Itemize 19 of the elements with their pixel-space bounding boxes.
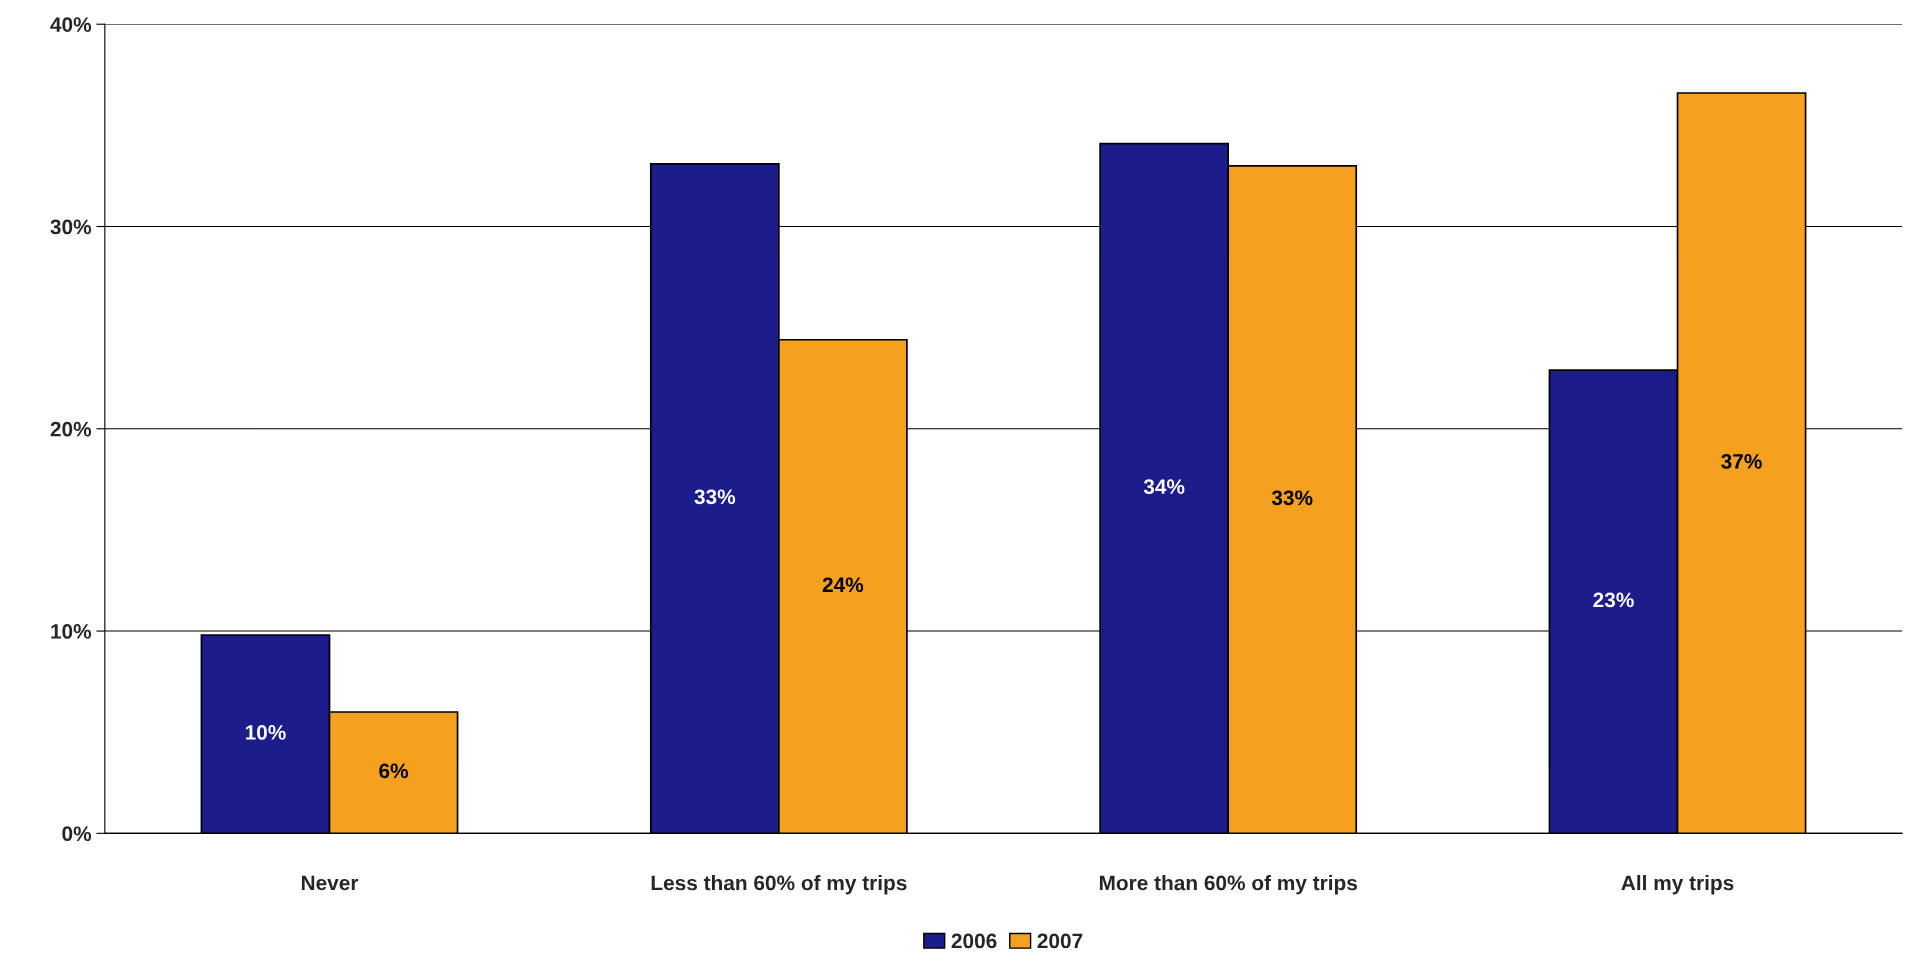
legend-label: 2006 bbox=[951, 933, 997, 949]
data-label: 6% bbox=[379, 763, 409, 779]
data-label: 23% bbox=[1593, 592, 1634, 608]
data-label: 24% bbox=[822, 577, 864, 593]
data-label: 37% bbox=[1721, 454, 1762, 469]
data-label: 33% bbox=[694, 489, 736, 505]
x-tick-label: Less than 60% of my trips bbox=[651, 875, 907, 895]
data-label: 33% bbox=[1271, 490, 1313, 506]
y-tick-label: 10% bbox=[51, 624, 92, 639]
y-tick-label: 20% bbox=[50, 421, 92, 437]
data-label: 34% bbox=[1143, 479, 1185, 495]
x-tick-label: All my trips bbox=[1621, 875, 1734, 895]
y-tick-label: 0% bbox=[62, 826, 92, 842]
x-tick-label: More than 60% of my trips bbox=[1099, 875, 1357, 895]
x-tick-label: Never bbox=[301, 875, 359, 891]
y-tick-label: 40% bbox=[50, 17, 92, 32]
data-label: 10% bbox=[245, 725, 286, 740]
legend-label: 2007 bbox=[1037, 933, 1083, 949]
y-tick-label: 30% bbox=[50, 219, 92, 235]
